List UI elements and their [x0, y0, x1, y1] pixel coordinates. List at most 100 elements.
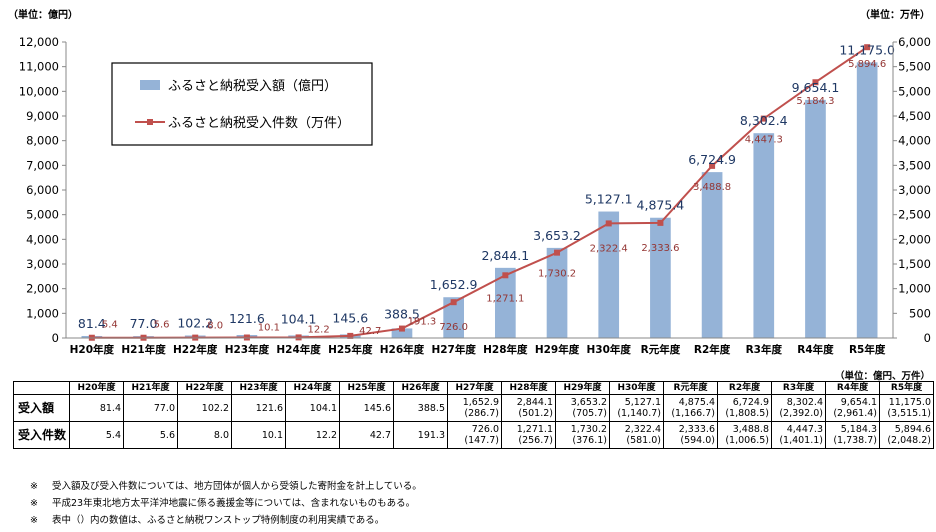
x-tick-label: H29年度	[535, 343, 580, 356]
line-value-label: 5,184.3	[796, 96, 834, 107]
footnotes: ※ 受入額及び受入件数については、地方団体が個人から受領した寄附金を計上している。…	[30, 478, 422, 529]
right-tick-label: 1,500	[898, 257, 931, 271]
table-col-header: H24年度	[285, 381, 340, 395]
bar	[650, 217, 671, 338]
x-tick-label: H26年度	[380, 343, 425, 356]
left-tick-label: 2,000	[26, 282, 59, 296]
bar	[805, 99, 826, 338]
left-tick-label: 6,000	[26, 183, 59, 197]
table-cell: 5.4	[69, 421, 124, 449]
table-col-header: H29年度	[555, 381, 610, 395]
table-cell: 145.6	[339, 394, 394, 422]
table-cell: 102.2	[177, 394, 232, 422]
table-cell: 388.5	[393, 394, 448, 422]
line-value-label: 3,488.8	[693, 182, 731, 193]
table-cell: 121.6	[231, 394, 286, 422]
table-cell: 4,447.3 (1,401.1)	[771, 421, 826, 449]
bar-value-label: 77.0	[130, 316, 158, 331]
left-tick-label: 1,000	[26, 306, 59, 320]
bar-value-label: 3,653.2	[533, 228, 581, 243]
table-cell: 77.0	[123, 394, 178, 422]
bar	[598, 211, 620, 338]
legend-box	[111, 62, 373, 146]
bar-value-label: 102.2	[177, 315, 213, 330]
right-tick-label: 500	[909, 306, 931, 320]
legend-line-marker	[147, 119, 153, 125]
table-cell: 2,844.1 (501.2)	[501, 394, 556, 422]
table-col-header: H22年度	[177, 381, 232, 395]
legend-line-label: ふるさと納税受入件数（万件）	[168, 116, 350, 131]
table-col-header: H21年度	[123, 381, 178, 395]
right-axis-unit: （単位：万件）	[860, 10, 930, 21]
table-col-header: R3年度	[771, 381, 826, 395]
right-tick-label: 4,500	[898, 109, 931, 123]
table-cell: 1,730.2 (376.1)	[555, 421, 610, 449]
line-value-label: 2,333.6	[641, 243, 679, 254]
line-point	[709, 162, 716, 169]
table-col-header: R元年度	[663, 381, 718, 395]
right-tick-label: 2,500	[898, 208, 931, 222]
right-tick-label: 2,000	[898, 232, 931, 246]
table-cell: 4,875.4 (1,166.7)	[663, 394, 718, 422]
line-point	[295, 334, 302, 341]
bar-value-label: 9,654.1	[792, 80, 840, 95]
table-col-header: H30年度	[609, 381, 664, 395]
table-cell: 10.1	[231, 421, 286, 449]
bar	[546, 247, 568, 338]
table-cell: 5.6	[123, 421, 178, 449]
table-cell: 3,488.8 (1,006.5)	[717, 421, 772, 449]
bar-value-label: 2,844.1	[481, 248, 529, 263]
line-value-label: 5,894.6	[848, 59, 886, 70]
table-col-header: R4年度	[825, 381, 880, 395]
table-col-header: R2年度	[717, 381, 772, 395]
table-col-header: H26年度	[393, 381, 448, 395]
x-tick-label: R元年度	[641, 343, 681, 356]
line-point	[398, 325, 405, 332]
left-tick-label: 11,000	[19, 60, 59, 74]
table-col-header: H25年度	[339, 381, 394, 395]
table-cell: 1,652.9 (286.7)	[447, 394, 502, 422]
right-tick-label: 3,500	[898, 158, 931, 172]
table-cell: 9,654.1 (2,961.4)	[825, 394, 880, 422]
table-row-header: 受入額	[13, 394, 70, 422]
x-tick-label: H23年度	[225, 343, 270, 356]
bar	[856, 62, 878, 338]
legend-bar-label: ふるさと納税受入額（億円）	[168, 78, 337, 94]
line-value-label: 8.0	[207, 321, 223, 332]
line-value-label: 191.3	[408, 317, 437, 328]
data-table: H20年度 H21年度 H22年度 H23年度 H24年度 H25年度 H26年度 H27年度…	[13, 381, 934, 449]
line-value-label: 4,447.3	[745, 135, 783, 146]
left-tick-label: 0	[52, 331, 59, 345]
left-tick-label: 12,000	[19, 35, 59, 49]
line-point	[657, 219, 664, 226]
table-cell: 104.1	[285, 394, 340, 422]
bar-value-label: 388.5	[384, 306, 420, 321]
table-cell: 12.2	[285, 421, 340, 449]
table-cell: 8,302.4 (2,392.0)	[771, 394, 826, 422]
x-tick-label: H20年度	[70, 343, 115, 356]
line-value-label: 1,271.1	[486, 293, 524, 304]
x-tick-label: H25年度	[328, 343, 373, 356]
table-col-header: H20年度	[69, 381, 124, 395]
x-tick-label: R2年度	[694, 343, 731, 356]
bar	[495, 267, 516, 338]
table-cell: 2,322.4 (581.0)	[609, 421, 664, 449]
x-tick-label: H24年度	[276, 343, 321, 356]
bar	[753, 133, 775, 338]
table-cell: 5,894.6 (2,048.2)	[879, 421, 934, 449]
right-tick-label: 5,000	[898, 84, 931, 98]
table-cell: 1,271.1 (256.7)	[501, 421, 556, 449]
line-point	[760, 115, 767, 122]
right-tick-label: 0	[924, 331, 931, 345]
bar-value-label: 4,875.4	[637, 198, 685, 213]
table-cell: 5,184.3 (1,738.7)	[825, 421, 880, 449]
footnote: ※ 表中（）内の数値は、ふるさと納税ワンストップ特例制度の利用実績である。	[30, 515, 385, 526]
bar-value-label: 104.1	[281, 311, 317, 326]
bar-value-label: 121.6	[229, 311, 265, 326]
table-cell: 3,653.2 (705.7)	[555, 394, 610, 422]
bar-value-label: 11,175.0	[839, 42, 895, 57]
right-tick-label: 5,500	[898, 60, 931, 74]
line-point	[450, 299, 457, 306]
left-tick-label: 5,000	[26, 208, 59, 222]
table-cell: 726.0 (147.7)	[447, 421, 502, 449]
